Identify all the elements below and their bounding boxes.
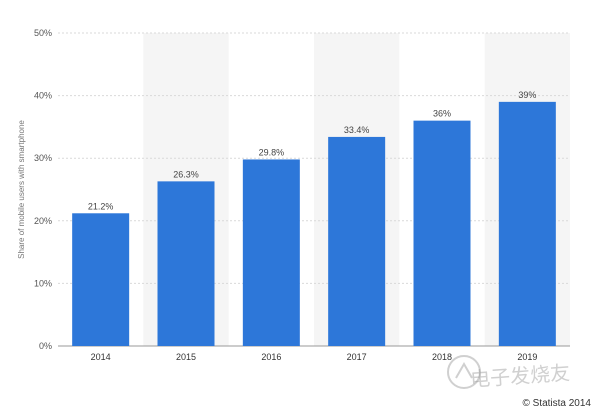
x-tick-label: 2017 [347, 352, 367, 362]
data-label: 21.2% [88, 201, 114, 211]
bar [498, 101, 556, 346]
x-tick-label: 2019 [517, 352, 537, 362]
bar [157, 181, 215, 346]
data-label: 29.8% [259, 147, 285, 157]
y-tick-label: 20% [34, 216, 52, 226]
y-tick-label: 30% [34, 153, 52, 163]
data-label: 33.4% [344, 125, 370, 135]
x-tick-label: 2015 [176, 352, 196, 362]
x-tick-label: 2014 [91, 352, 111, 362]
y-axis-label: Share of mobile users with smartphone [17, 120, 26, 259]
watermark-logo-icon [447, 355, 481, 389]
y-tick-label: 50% [34, 28, 52, 38]
bar [328, 136, 386, 346]
x-tick-label: 2018 [432, 352, 452, 362]
bar [242, 159, 300, 346]
y-tick-label: 10% [34, 278, 52, 288]
data-label: 36% [433, 109, 451, 119]
data-label: 26.3% [173, 169, 199, 179]
y-tick-label: 0% [39, 341, 52, 351]
data-label: 39% [518, 90, 536, 100]
bar [413, 120, 471, 346]
x-tick-label: 2016 [261, 352, 281, 362]
statista-credit: © Statista 2014 [522, 398, 591, 409]
y-tick-label: 40% [34, 91, 52, 101]
bar [72, 213, 130, 346]
